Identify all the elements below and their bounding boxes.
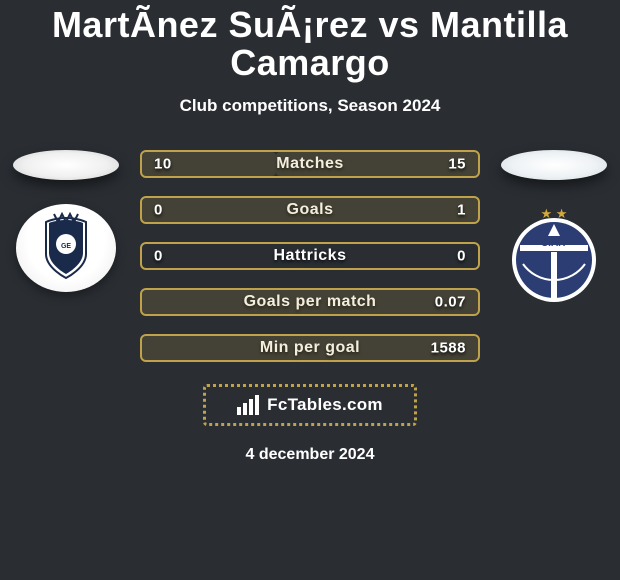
right-value: 0 bbox=[457, 247, 466, 264]
right-value: 15 bbox=[448, 155, 466, 172]
content-row: GE 10Matches150Goals10Hattricks0Goals pe… bbox=[0, 150, 620, 362]
left-value: 10 bbox=[154, 155, 172, 172]
club-crest-left: GE bbox=[16, 204, 116, 292]
left-value: 0 bbox=[154, 201, 163, 218]
svg-text:GE: GE bbox=[61, 243, 71, 250]
branding-box[interactable]: FcTables.com bbox=[203, 384, 417, 426]
svg-text:C.A.T: C.A.T bbox=[541, 238, 567, 249]
bar-chart-icon bbox=[237, 395, 259, 415]
bar-right bbox=[142, 336, 478, 360]
stat-row: 10Matches15 bbox=[140, 150, 480, 178]
stat-row: Min per goal1588 bbox=[140, 334, 480, 362]
left-value: 0 bbox=[154, 247, 163, 264]
date-text: 4 december 2024 bbox=[0, 446, 620, 464]
stat-label: Hattricks bbox=[274, 247, 347, 265]
headshot-placeholder-left bbox=[13, 150, 119, 180]
right-value: 1588 bbox=[431, 339, 466, 356]
bar-right bbox=[142, 290, 478, 314]
stat-row: 0Goals1 bbox=[140, 196, 480, 224]
headshot-placeholder-right bbox=[501, 150, 607, 180]
right-value: 1 bbox=[457, 201, 466, 218]
page-title: MartÃ­nez SuÃ¡rez vs Mantilla Camargo bbox=[0, 6, 620, 82]
bar-right bbox=[142, 198, 478, 222]
right-side: ★ ★ C.A.T bbox=[494, 150, 614, 304]
subtitle: Club competitions, Season 2024 bbox=[0, 96, 620, 116]
shield-icon: ★ ★ C.A.T bbox=[503, 204, 605, 304]
left-side: GE bbox=[6, 150, 126, 292]
branding-text: FcTables.com bbox=[267, 395, 383, 415]
shield-icon: GE bbox=[34, 212, 98, 282]
club-crest-right: ★ ★ C.A.T bbox=[503, 204, 605, 304]
right-value: 0.07 bbox=[435, 293, 466, 310]
stat-row: Goals per match0.07 bbox=[140, 288, 480, 316]
comparison-card: MartÃ­nez SuÃ¡rez vs Mantilla Camargo Cl… bbox=[0, 0, 620, 464]
stats-column: 10Matches150Goals10Hattricks0Goals per m… bbox=[126, 150, 494, 362]
stat-row: 0 Hattricks 0 bbox=[140, 242, 480, 270]
